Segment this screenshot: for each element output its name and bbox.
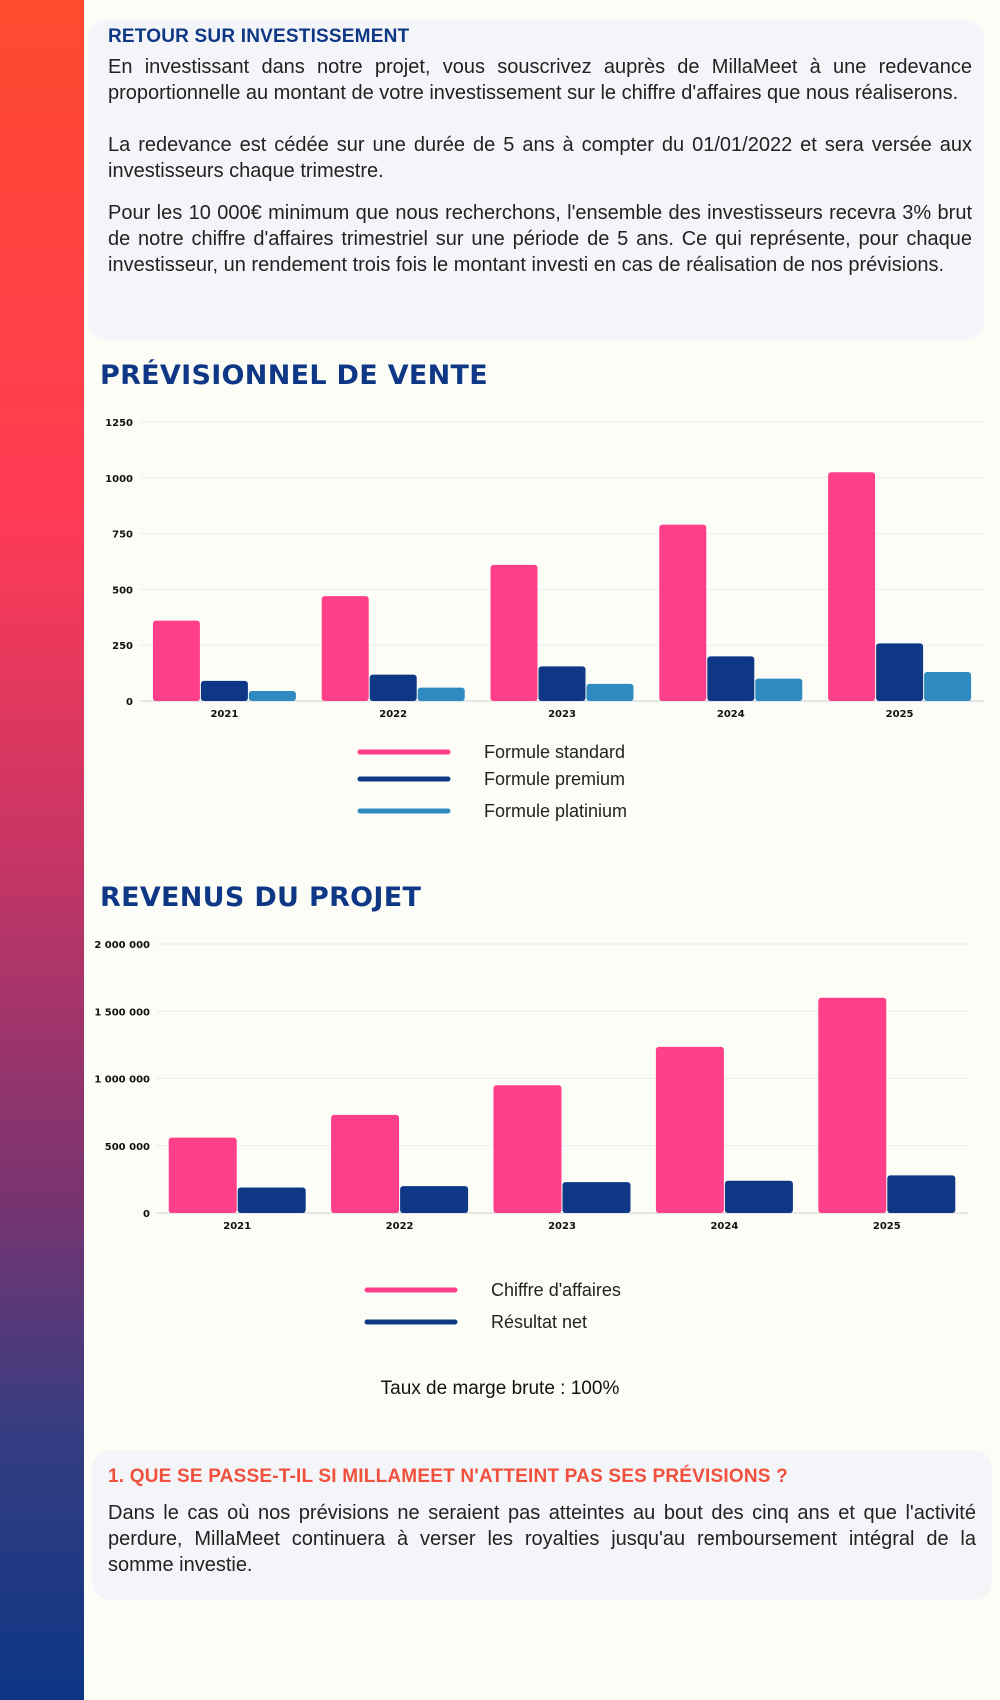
legend-label: Formule premium [484, 769, 625, 789]
y-tick-label: 1 000 000 [94, 1075, 150, 1086]
x-tick-label: 2021 [210, 709, 238, 720]
bar-r-sultat-net-2025 [887, 1175, 956, 1213]
x-tick-label: 2025 [873, 1221, 901, 1232]
bar-formule-premium-2023 [538, 666, 586, 701]
bar-chiffre-d-affaires-2023 [493, 1085, 562, 1213]
bar-r-sultat-net-2022 [400, 1186, 469, 1213]
bar-chiffre-d-affaires-2024 [655, 1046, 724, 1213]
x-tick-label: 2021 [223, 1221, 251, 1232]
x-tick-label: 2023 [548, 1221, 576, 1232]
x-tick-label: 2024 [710, 1221, 738, 1232]
x-tick-label: 2023 [548, 709, 576, 720]
y-tick-label: 1000 [105, 474, 133, 485]
gross-margin-label: Taux de marge brute : 100% [380, 1378, 620, 1399]
legend-label: Formule platinium [484, 801, 627, 821]
y-tick-label: 750 [112, 530, 133, 541]
bar-formule-platinium-2024 [755, 678, 803, 701]
x-tick-label: 2022 [379, 709, 407, 720]
bar-formule-standard-2025 [828, 472, 876, 701]
y-tick-label: 500 [112, 585, 133, 596]
sales-forecast-title: PRÉVISIONNEL DE VENTE [100, 360, 489, 391]
bar-formule-platinium-2025 [924, 671, 972, 701]
bar-formule-standard-2021 [152, 620, 200, 701]
bar-formule-platinium-2022 [417, 687, 465, 701]
y-tick-label: 500 000 [105, 1142, 150, 1153]
y-tick-label: 1 500 000 [94, 1007, 150, 1018]
bar-formule-platinium-2021 [248, 690, 296, 701]
project-revenue-title: REVENUS DU PROJET [100, 882, 422, 913]
x-tick-label: 2025 [886, 709, 914, 720]
x-tick-label: 2022 [386, 1221, 414, 1232]
bar-formule-premium-2025 [876, 643, 924, 701]
y-tick-label: 2 000 000 [94, 940, 150, 951]
bar-formule-standard-2023 [490, 564, 538, 701]
roi-title: RETOUR SUR INVESTISSEMENT [108, 26, 410, 47]
bar-r-sultat-net-2023 [562, 1182, 631, 1213]
bar-formule-premium-2024 [707, 656, 755, 701]
gradient-sidebar [0, 0, 84, 1700]
bar-chiffre-d-affaires-2022 [331, 1114, 400, 1213]
faq-card: 1. QUE SE PASSE-T-IL SI MILLAMEET N'ATTE… [92, 1450, 992, 1600]
roi-paragraph-2: La redevance est cédée sur une durée de … [108, 134, 972, 182]
bar-r-sultat-net-2024 [724, 1180, 793, 1213]
legend-label: Formule standard [484, 742, 625, 762]
roi-paragraph-3: Pour les 10 000€ minimum que nous recher… [108, 202, 972, 276]
faq-text: Dans le cas où nos prévisions ne seraien… [108, 1502, 976, 1576]
project-revenue-chart: 0 500 000 1 000 000 1 500 000 2 000 000 2021 2… [94, 940, 968, 1332]
roi-card: RETOUR SUR INVESTISSEMENT En investissan… [88, 20, 984, 340]
bar-formule-premium-2022 [369, 674, 417, 701]
y-tick-label: 0 [143, 1209, 150, 1220]
y-tick-label: 1250 [105, 418, 133, 429]
y-tick-label: 250 [112, 641, 133, 652]
bar-chiffre-d-affaires-2025 [818, 997, 887, 1213]
bar-chiffre-d-affaires-2021 [168, 1137, 237, 1213]
y-tick-label: 0 [126, 697, 133, 708]
bar-r-sultat-net-2021 [237, 1187, 306, 1213]
sales-forecast-chart: 0 250 500 750 1000 1250 2021 2022 2023 2024 2025 Fo… [105, 418, 984, 821]
bar-formule-premium-2021 [200, 680, 248, 701]
bar-formule-standard-2022 [321, 596, 369, 701]
bar-formule-standard-2024 [659, 524, 707, 701]
bar-formule-platinium-2023 [586, 683, 634, 701]
legend-label: Résultat net [491, 1312, 587, 1332]
faq-title: 1. QUE SE PASSE-T-IL SI MILLAMEET N'ATTE… [108, 1466, 788, 1487]
roi-paragraph-1: En investissant dans notre projet, vous … [108, 56, 972, 104]
legend-label: Chiffre d'affaires [491, 1280, 621, 1300]
x-tick-label: 2024 [717, 709, 745, 720]
